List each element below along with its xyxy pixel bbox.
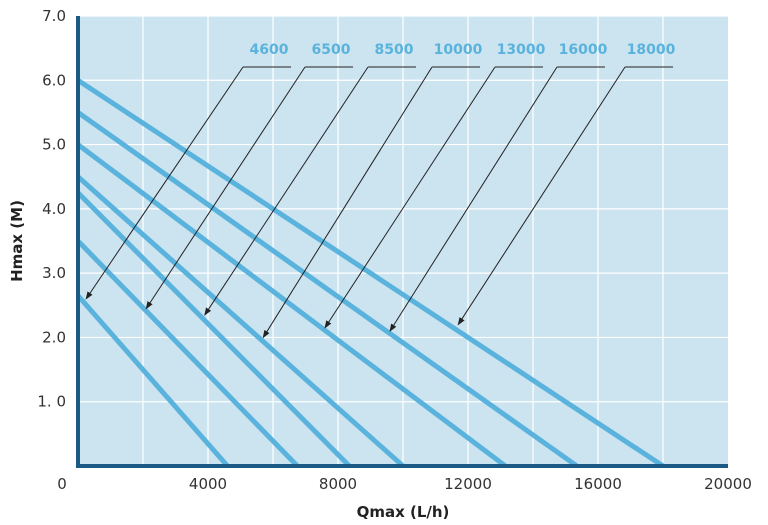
callout-arrow-16000 [389, 66, 558, 332]
series-line-16000 [76, 110, 579, 469]
y-tick-label: 6.0 [42, 71, 66, 89]
y-tick-label: 2.0 [42, 328, 66, 346]
axes [76, 16, 728, 468]
y-tick-label: 4.0 [42, 200, 66, 218]
series-line-6500 [76, 239, 300, 468]
series-label-10000: 10000 [434, 42, 483, 58]
y-tick-label: 3.0 [42, 264, 66, 282]
series-callouts: 4600 6500 8500 10000 13000 16000 18000 [85, 42, 676, 339]
x-tick-label: 20000 [704, 475, 752, 493]
x-tick-label: 12000 [444, 475, 492, 493]
callout-arrow-8500 [204, 66, 369, 316]
y-tick-label: 5.0 [42, 136, 66, 154]
callout-arrow-6500 [145, 66, 306, 310]
x-tick-label: 8000 [319, 475, 357, 493]
callout-arrow-13000 [324, 66, 496, 329]
x-axis-label: Qmax (L/h) [357, 503, 450, 521]
series-line-13000 [76, 142, 507, 468]
tick-labels: 0 4000 8000 12000 16000 20000 1. 0 2.0 3.0 4.0 5.0… [37, 7, 751, 493]
grid [78, 15, 728, 466]
y-tick-label: 7.0 [42, 7, 66, 25]
callout-arrow-10000 [262, 66, 433, 339]
series-line-4600 [76, 293, 230, 468]
series-label-4600: 4600 [250, 42, 289, 58]
y-tick-label: 1. 0 [37, 393, 66, 411]
callout-arrow-4600 [85, 66, 244, 300]
x-tick-label: 0 [57, 475, 67, 493]
callout-arrow-18000 [457, 66, 626, 326]
series-line-10000 [76, 174, 405, 468]
series-label-13000: 13000 [497, 42, 546, 58]
series-line-8500 [76, 191, 352, 468]
y-axis-label: Hmax (M) [8, 200, 26, 282]
series-label-18000: 18000 [627, 42, 676, 58]
series-label-6500: 6500 [312, 42, 351, 58]
series-label-16000: 16000 [559, 42, 608, 58]
series-line-18000 [76, 78, 665, 469]
series-label-8500: 8500 [375, 42, 414, 58]
series-lines [76, 78, 665, 469]
x-tick-label: 4000 [189, 475, 227, 493]
x-tick-label: 16000 [574, 475, 622, 493]
